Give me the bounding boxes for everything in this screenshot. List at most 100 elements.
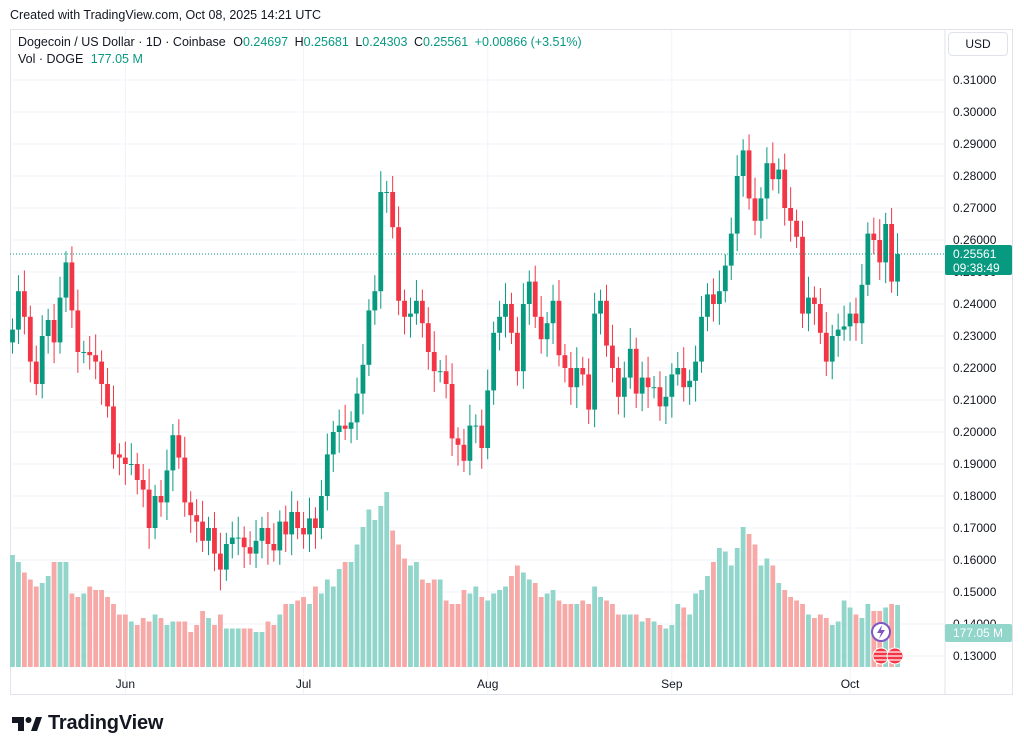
volume-bar	[657, 625, 663, 667]
candle-body	[722, 265, 728, 292]
candle-body	[425, 323, 431, 352]
volume-label[interactable]: Vol · DOGE	[18, 52, 84, 66]
volume-bar	[889, 604, 895, 667]
lightning-icon-glyph	[877, 625, 885, 639]
candle-body	[200, 521, 205, 541]
volume-bar	[669, 625, 675, 667]
candle-body	[610, 345, 615, 368]
y-tick-label: 0.16000	[953, 553, 997, 567]
volume-bar	[259, 632, 265, 667]
currency-button[interactable]: USD	[948, 32, 1008, 56]
candle-body	[497, 316, 502, 333]
candle-body	[562, 355, 568, 368]
volume-bar	[592, 586, 598, 667]
volume-bar	[705, 576, 710, 667]
candle-body	[140, 480, 146, 490]
candle-body	[324, 454, 330, 496]
volume-value: 177.05 M	[90, 52, 143, 66]
volume-bar	[895, 605, 900, 667]
candle-body	[301, 528, 306, 535]
y-tick-label: 0.21000	[953, 393, 997, 407]
candle-body	[105, 384, 110, 407]
volume-bar	[330, 586, 336, 667]
candle-body	[437, 371, 443, 373]
candle-body	[158, 496, 164, 503]
candle-body	[307, 518, 312, 535]
candle-body	[568, 368, 574, 388]
candle-body	[265, 528, 271, 544]
volume-bar	[550, 590, 556, 667]
volume-bar	[598, 597, 603, 667]
candle-body	[182, 457, 188, 503]
y-tick-label: 0.20000	[953, 425, 997, 439]
candle-body	[675, 368, 681, 375]
volume-bar	[734, 548, 740, 667]
volume-bar	[372, 520, 378, 667]
volume-bar	[562, 604, 568, 667]
volume-bar	[63, 562, 69, 667]
brand-name: TradingView	[48, 712, 164, 734]
candle-body	[491, 332, 497, 391]
candle-body	[330, 432, 336, 455]
volume-bar	[81, 593, 87, 667]
volume-bar	[318, 593, 324, 667]
volume-bar	[586, 604, 592, 667]
volume-tag-value: 177.05 M	[953, 626, 1003, 640]
created-with-caption: Created with TradingView.com, Oct 08, 20…	[10, 8, 322, 22]
candle-body	[841, 326, 847, 330]
volume-bar	[235, 628, 241, 667]
volume-bar	[289, 604, 295, 667]
volume-bar	[152, 614, 158, 667]
candle-body	[776, 169, 782, 180]
volume-bar	[170, 621, 176, 667]
candle-body	[408, 313, 413, 317]
candle-body	[633, 348, 639, 394]
volume-bar	[449, 604, 455, 667]
candle-body	[889, 224, 895, 282]
candle-body	[21, 291, 27, 317]
candle-body	[687, 380, 693, 388]
volume-bar	[538, 597, 544, 667]
volume-bar	[164, 625, 170, 667]
candle-body	[63, 262, 69, 298]
volume-bar	[806, 614, 811, 667]
volume-bar	[467, 593, 473, 667]
candle-body	[146, 489, 152, 528]
volume-bar	[532, 583, 538, 667]
candle-body	[241, 537, 247, 548]
volume-bar	[621, 614, 627, 667]
volume-bar	[218, 614, 223, 667]
candle-body	[669, 374, 675, 397]
volume-bar	[711, 562, 716, 667]
symbol-title[interactable]: Dogecoin / US Dollar · 1D · Coinbase	[18, 35, 226, 49]
volume-bar	[699, 590, 704, 667]
candle-body	[877, 240, 883, 263]
volume-bar	[378, 506, 384, 667]
volume-bar	[497, 590, 502, 667]
y-tick-label: 0.24000	[953, 297, 997, 311]
candle-body	[847, 313, 853, 327]
volume-bar	[823, 618, 829, 667]
x-tick-label: Jul	[296, 677, 311, 691]
volume-bar	[307, 604, 312, 667]
candle-body	[289, 512, 295, 535]
tradingview-logo[interactable]: TradingView	[12, 712, 163, 735]
volume-bar	[158, 618, 164, 667]
candle-body	[170, 435, 176, 471]
candle-body	[57, 297, 63, 343]
candle-body	[229, 537, 235, 544]
volume-bar	[146, 621, 152, 667]
volume-bar	[515, 565, 520, 667]
high-value: 0.25681	[303, 35, 349, 49]
candle-body	[247, 547, 253, 554]
volume-bar	[437, 579, 443, 667]
volume-bar	[615, 614, 621, 667]
volume-bar	[425, 583, 431, 667]
candle-body	[580, 368, 586, 375]
volume-bar	[348, 562, 354, 667]
volume-bar	[206, 618, 211, 667]
candle-body	[485, 390, 491, 448]
candle-body	[871, 233, 877, 240]
volume-bar	[140, 618, 146, 667]
